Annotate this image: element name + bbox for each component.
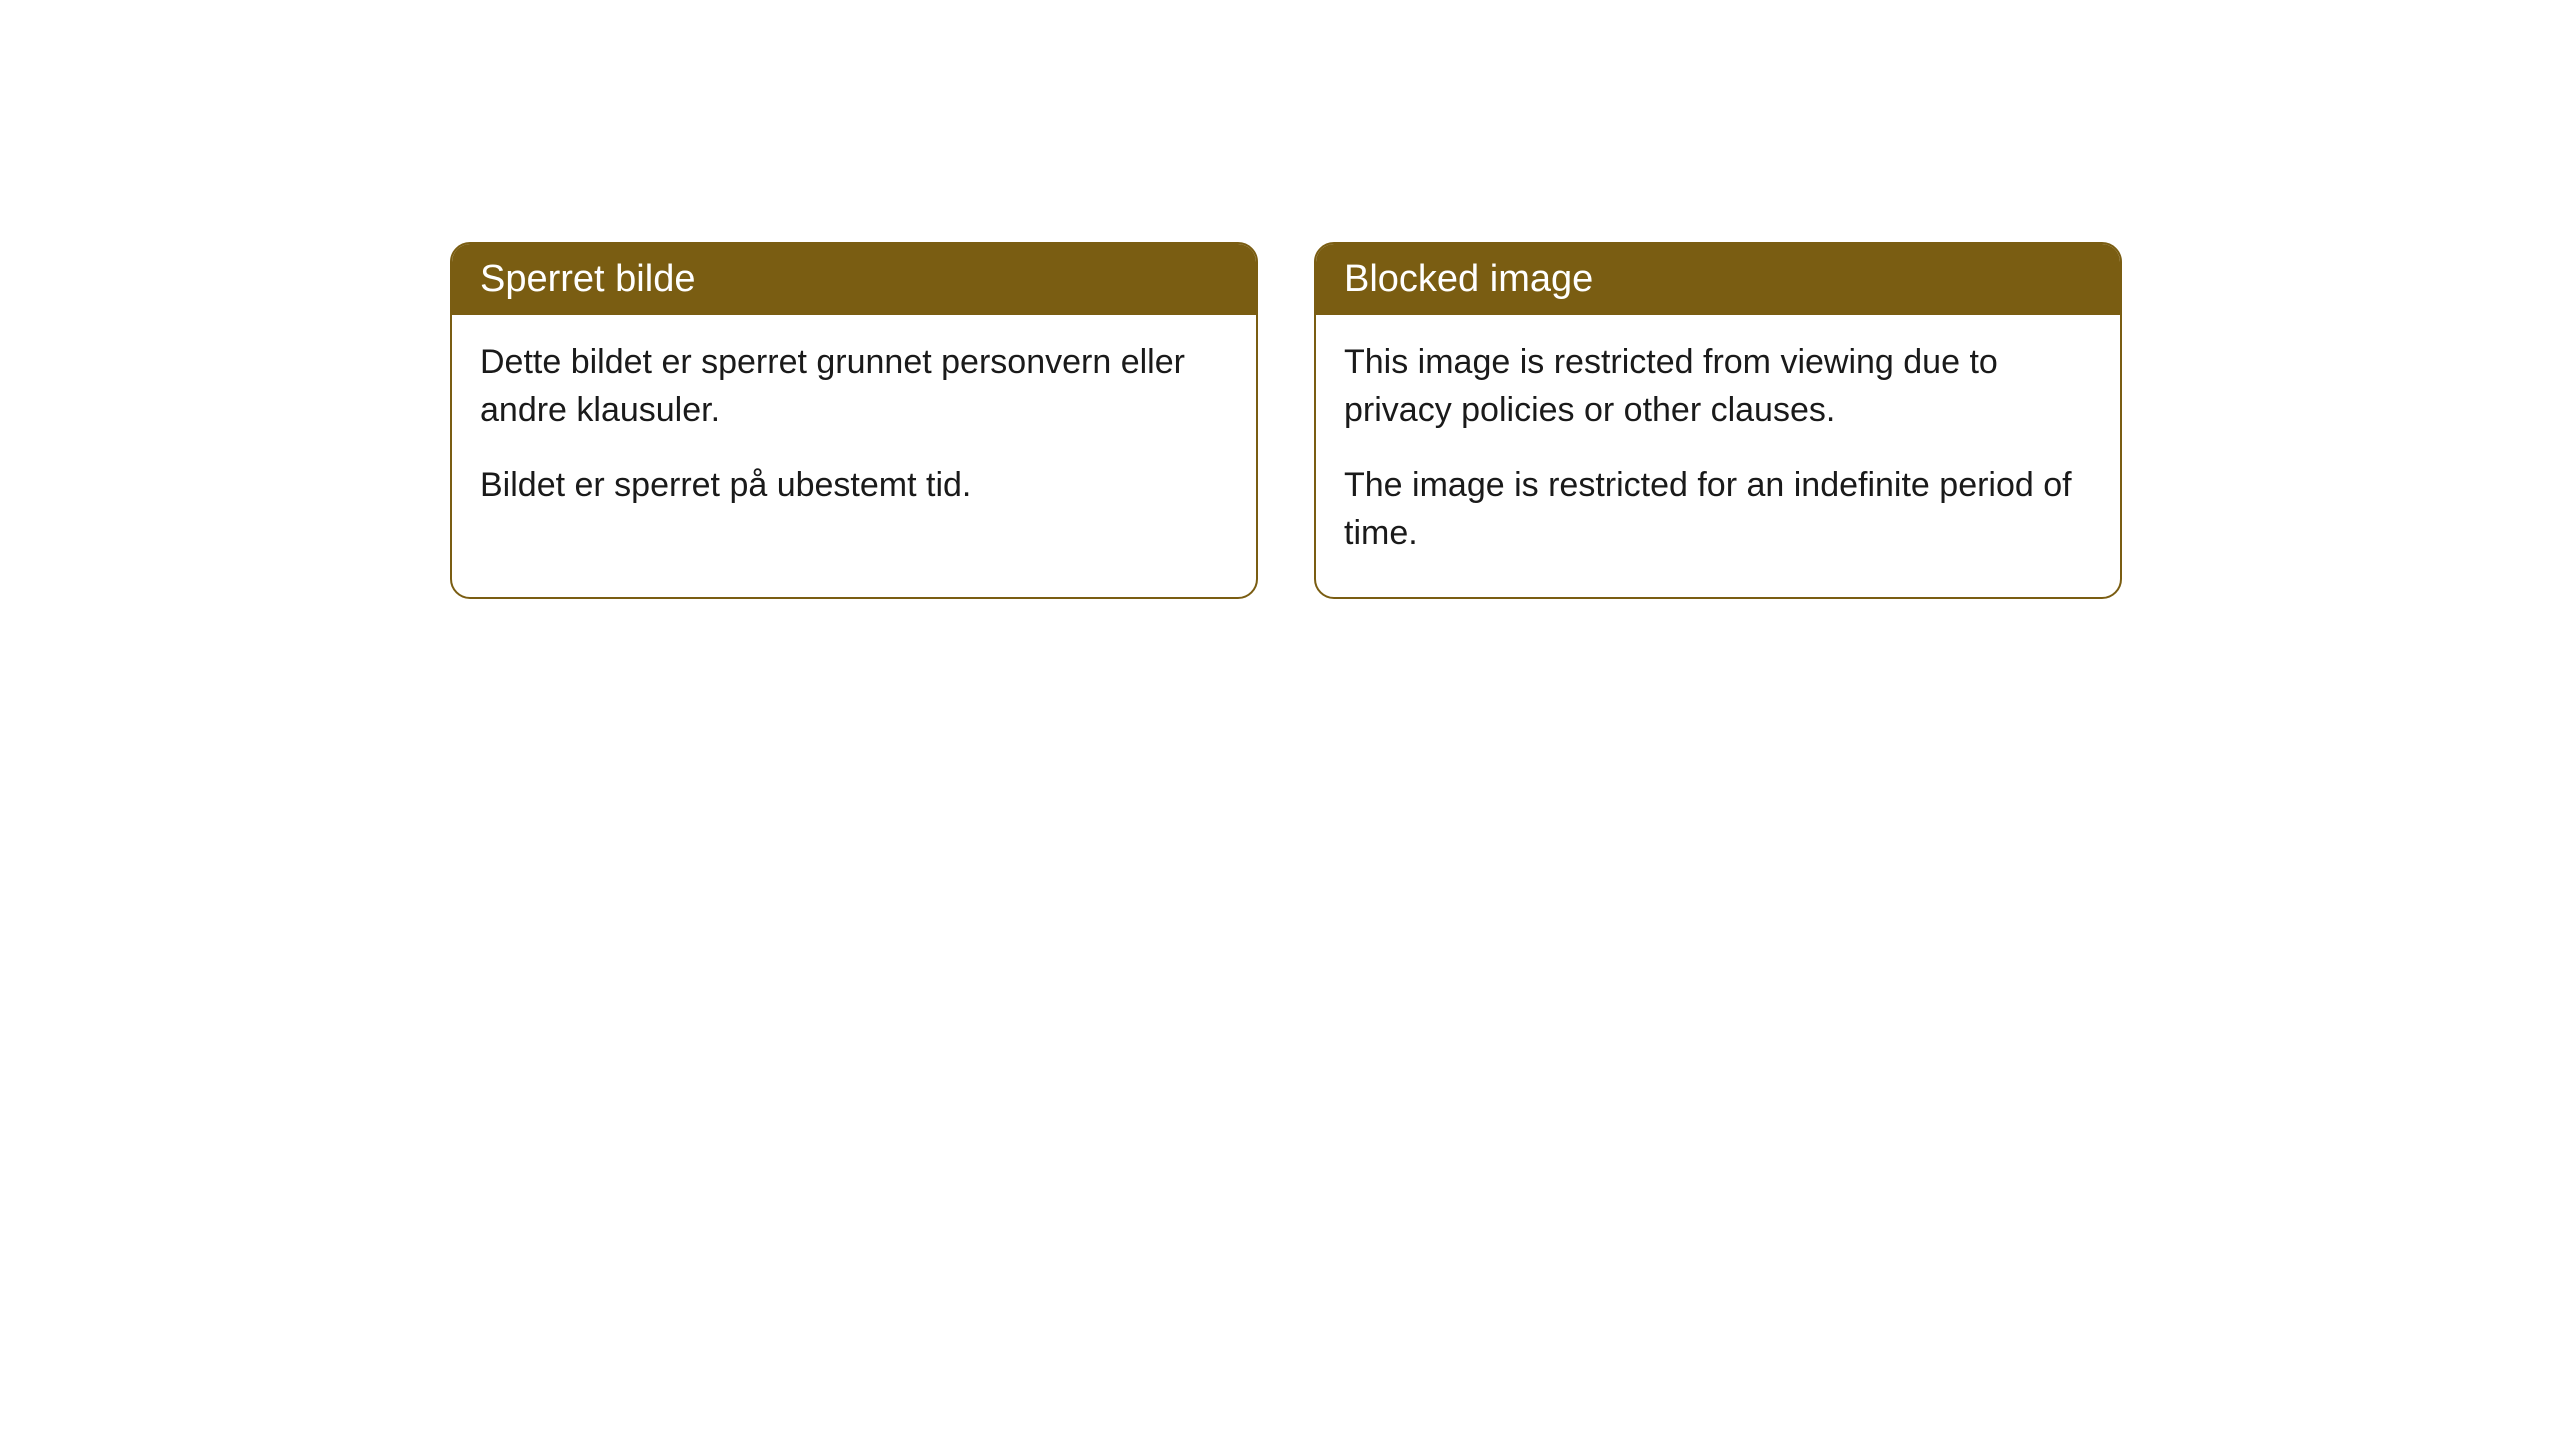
card-paragraph-1-english: This image is restricted from viewing du… (1344, 339, 2092, 434)
card-body-english: This image is restricted from viewing du… (1316, 315, 2120, 597)
card-header-norwegian: Sperret bilde (452, 244, 1256, 315)
card-title-english: Blocked image (1344, 258, 1593, 300)
notice-cards-container: Sperret bilde Dette bildet er sperret gr… (450, 242, 2122, 599)
card-header-english: Blocked image (1316, 244, 2120, 315)
card-paragraph-1-norwegian: Dette bildet er sperret grunnet personve… (480, 339, 1228, 434)
card-paragraph-2-norwegian: Bildet er sperret på ubestemt tid. (480, 462, 1228, 510)
blocked-image-card-norwegian: Sperret bilde Dette bildet er sperret gr… (450, 242, 1258, 599)
card-body-norwegian: Dette bildet er sperret grunnet personve… (452, 315, 1256, 550)
blocked-image-card-english: Blocked image This image is restricted f… (1314, 242, 2122, 599)
card-paragraph-2-english: The image is restricted for an indefinit… (1344, 462, 2092, 557)
card-title-norwegian: Sperret bilde (480, 258, 695, 300)
